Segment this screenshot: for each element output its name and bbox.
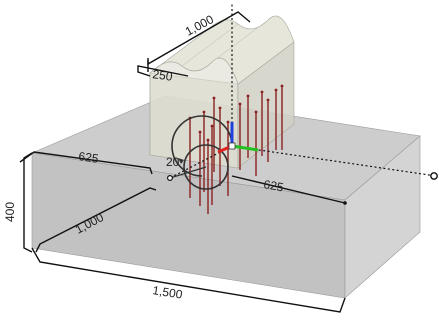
well-head[interactable] [198,130,202,134]
base-half-length-dimension[interactable]: 625 [231,175,347,205]
well-head[interactable] [246,94,250,98]
base-length-label: 1,500 [152,283,184,302]
well-head[interactable] [206,138,210,142]
well-head[interactable] [218,106,222,110]
well-head[interactable] [254,110,258,114]
wall-block[interactable] [149,15,295,169]
rotation-arc-icon[interactable] [171,115,233,177]
base-height-dimension[interactable]: 400 [3,152,33,253]
base-width-line [35,187,157,253]
xyz-triad-icon[interactable] [217,122,259,154]
base-height-line [23,152,33,253]
well-head[interactable] [212,96,216,100]
rotation-circle[interactable] [183,144,229,190]
base-height-label: 400 [3,202,17,222]
y-axis-arrow[interactable] [231,144,259,152]
rotation-pivot[interactable] [167,175,174,182]
base-half-width-line [19,151,153,175]
x-axis-handle[interactable] [430,172,438,180]
triad-origin[interactable] [228,142,236,150]
rotation-angle-label: 20 [166,155,180,169]
base-half-length-endpoint [343,201,347,205]
base-half-width-dimension[interactable]: 625 [19,149,153,175]
base-length-line [31,247,346,313]
well-head[interactable] [274,88,278,92]
wall-thickness-label: 250 [152,67,174,84]
base-half-length-label: 625 [262,177,284,194]
wall-wave-highlight [181,19,269,67]
well-head[interactable] [202,110,206,114]
base-right-face [344,135,421,299]
well-head[interactable] [210,124,214,128]
well-group[interactable] [188,84,284,214]
well-head[interactable] [238,102,242,106]
rotation-gizmo[interactable]: 20 [166,115,233,190]
x-reference-axis [231,145,437,177]
base-half-width-label: 625 [78,149,100,166]
well-head[interactable] [226,120,230,124]
well-head[interactable] [266,98,270,102]
well-head[interactable] [260,90,264,94]
rotation-arrow-icon [178,158,184,164]
rotation-radius-line [169,166,207,179]
well-head[interactable] [280,84,284,88]
base-half-length-line [231,175,346,204]
wall-thickness-line [137,65,189,77]
wall-thickness-dimension[interactable]: 250 [137,65,189,84]
base-length-dimension[interactable]: 1,500 [31,247,346,313]
